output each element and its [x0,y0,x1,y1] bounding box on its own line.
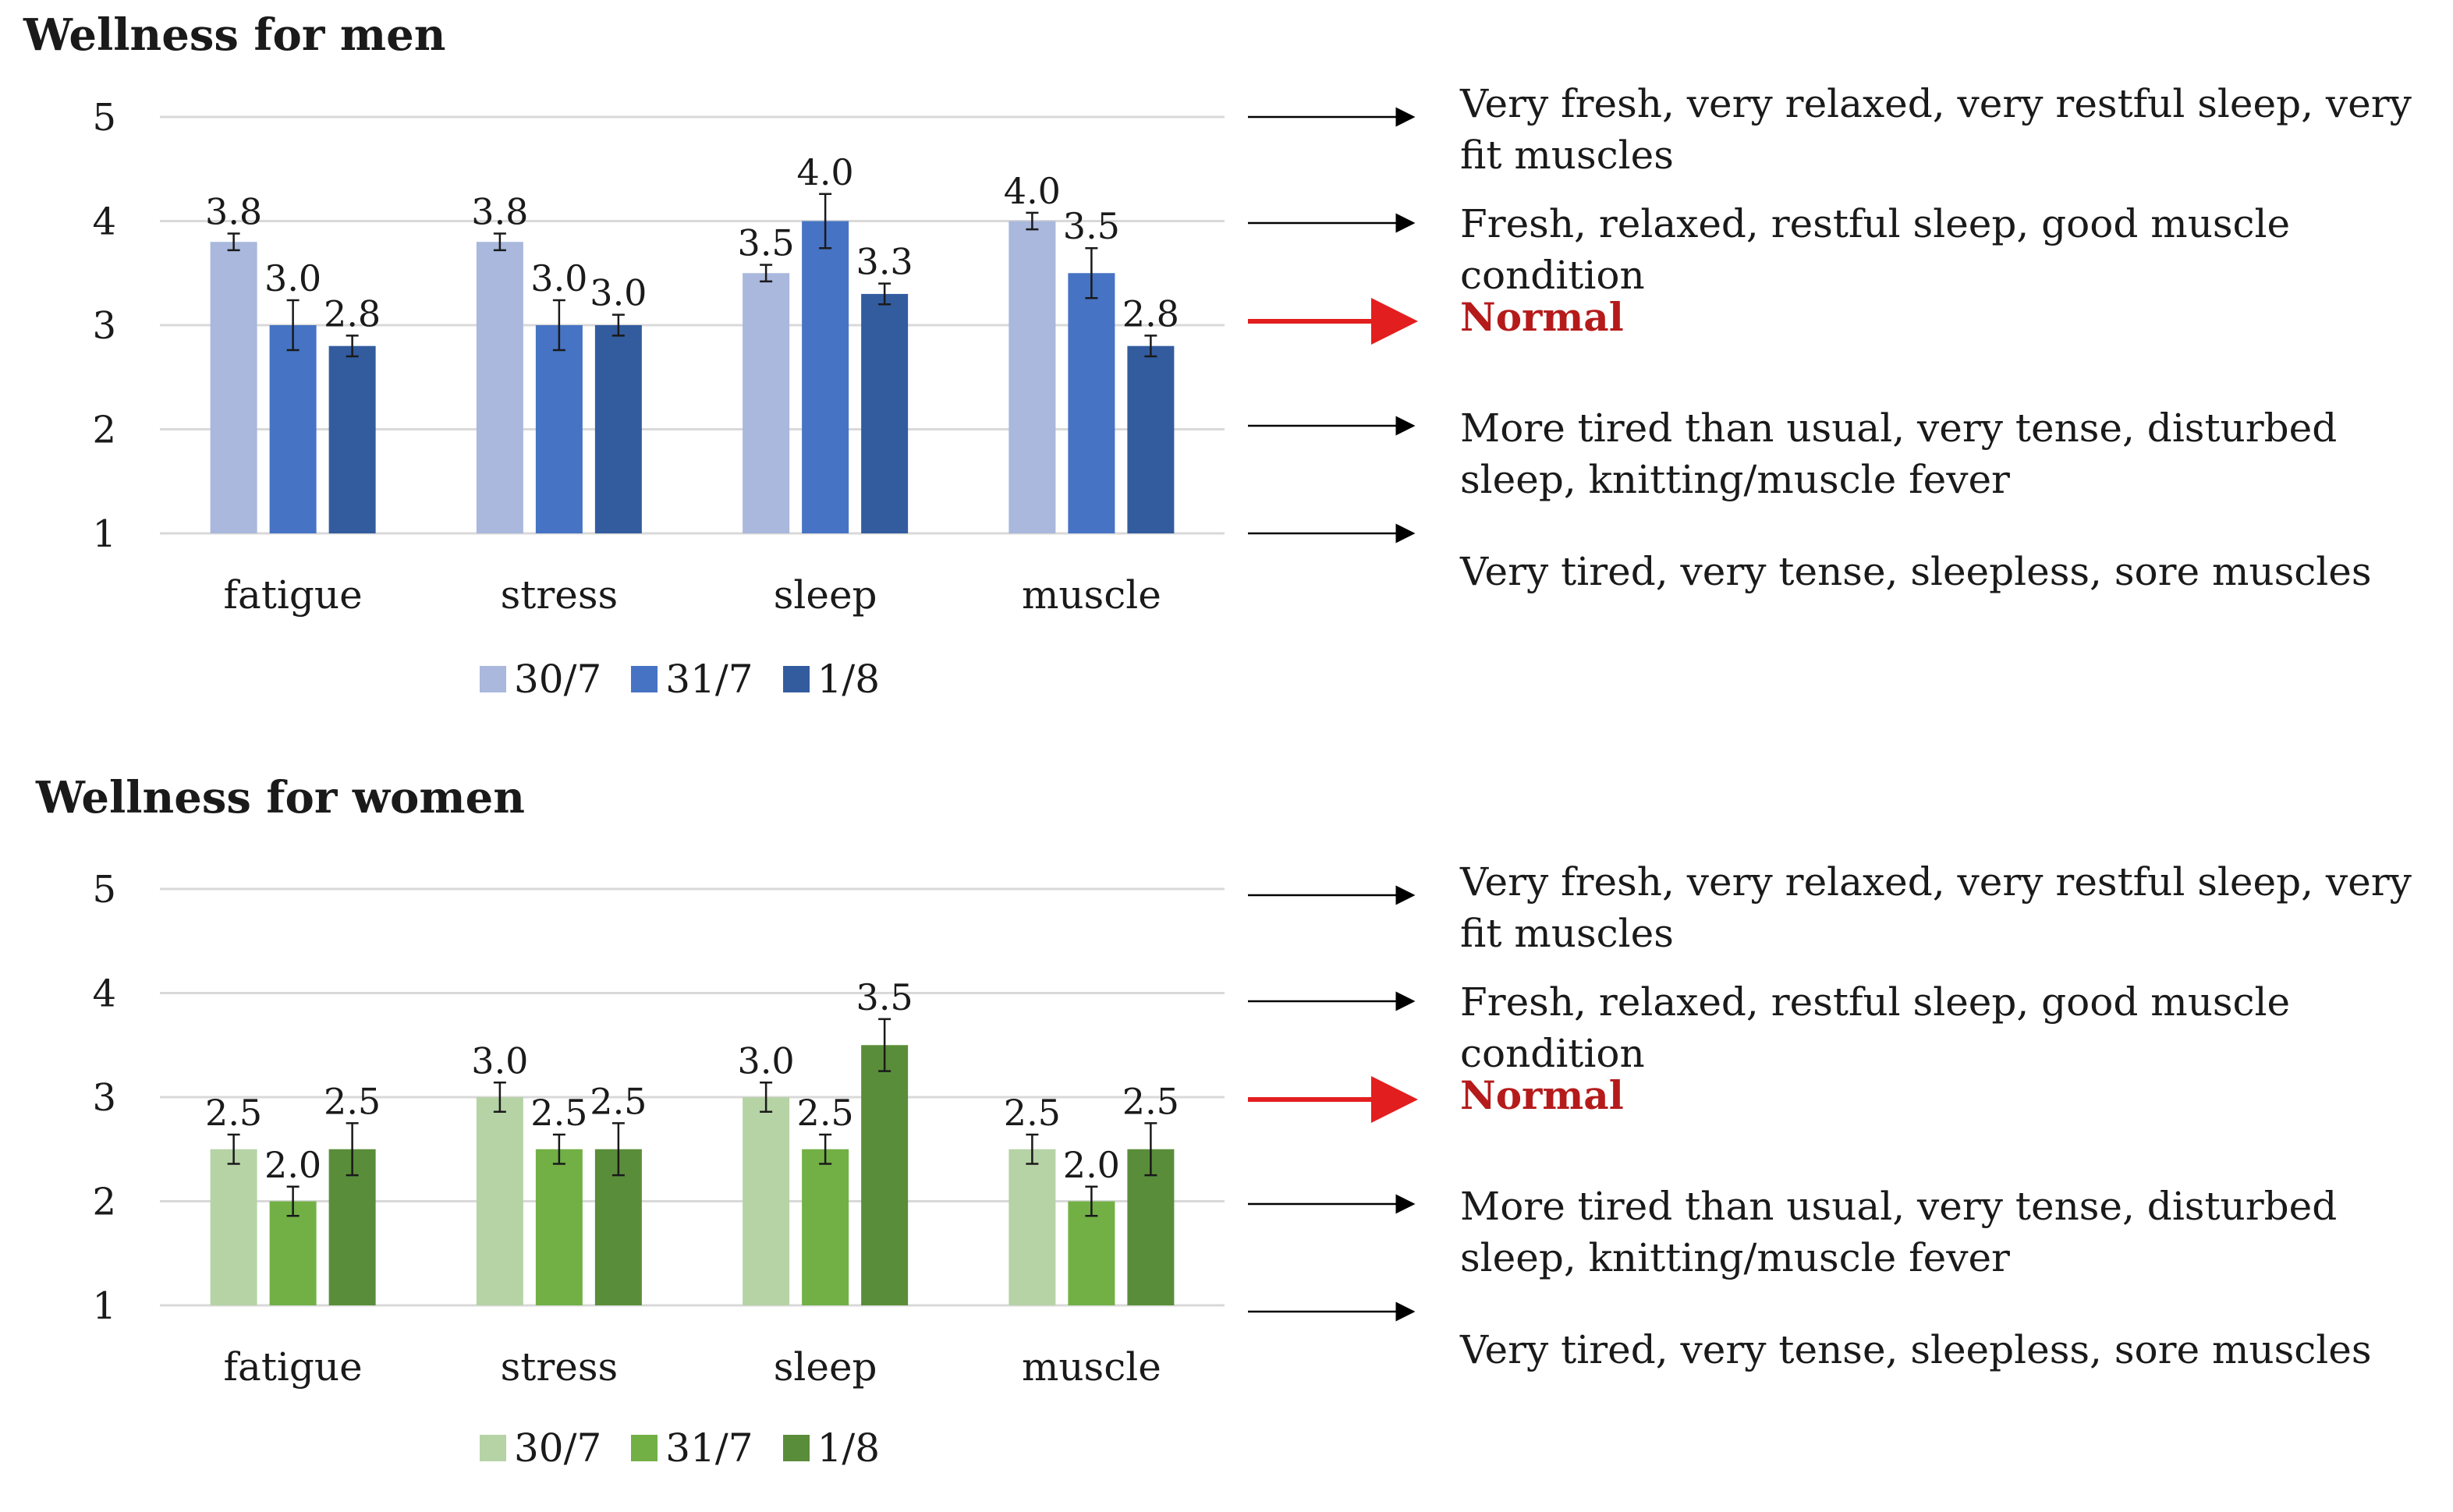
bar-stress-30-7 [476,242,523,533]
annotation-level-2: More tired than usual, very tense, distu… [1460,405,2338,502]
category-label: fatigue [224,572,363,618]
bar-muscle-31-7 [1068,1201,1115,1305]
y-tick-label: 5 [92,868,116,912]
annotation-level-1: Very tired, very tense, sleepless, sore … [1460,1327,2372,1372]
data-label: 4.0 [1004,170,1061,212]
bar-muscle-30-7 [1008,221,1056,533]
annotation-level-4: Fresh, relaxed, restful sleep, good musc… [1460,979,2291,1076]
annotation-level-3: Normal [1460,1072,1624,1118]
bar-fatigue-31-7 [269,325,317,533]
legend-swatch [631,1435,658,1461]
data-label: 2.5 [590,1080,647,1122]
data-label: 3.3 [856,241,913,283]
bar-muscle-31-7 [1068,273,1115,533]
data-label: 3.0 [471,1039,528,1082]
legend-label: 1/8 [817,657,881,702]
y-tick-label: 1 [92,1284,116,1328]
legend-item-31-7: 31/7 [631,1425,753,1471]
y-tick-label: 5 [92,96,116,140]
y-tick-label: 2 [92,1181,116,1224]
data-label: 2.5 [1004,1092,1061,1134]
y-tick-label: 2 [92,409,116,452]
legend: 30/7 31/7 1/8 [480,1425,909,1471]
category-label: sleep [774,572,877,618]
legend-item-1-8: 1/8 [782,657,881,702]
legend-item-31-7: 31/7 [631,657,753,702]
data-label: 2.8 [324,292,381,335]
data-label: 2.5 [1122,1080,1179,1122]
bar-stress-30-7 [476,1097,523,1305]
bar-stress-31-7 [535,325,583,533]
legend-label: 31/7 [665,657,753,702]
legend-label: 30/7 [514,657,602,702]
legend-swatch [782,1435,810,1461]
data-label: 3.0 [738,1039,795,1082]
bar-sleep-31-7 [802,221,849,533]
bar-fatigue-1-8 [328,345,376,533]
data-label: 2.5 [205,1092,262,1134]
bar-fatigue-30-7 [210,1149,257,1305]
bar-sleep-30-7 [743,273,790,533]
chart-panel-men: Wellness for men 1 2 3 4 5 3.8 3.0 2.8 fatigue 3.… [0,0,2453,740]
y-tick-label: 1 [92,512,116,556]
y-tick-label: 3 [92,304,116,348]
annotation-level-5: Very fresh, very relaxed, very restful s… [1460,859,2412,956]
legend-item-1-8: 1/8 [782,1425,881,1471]
data-label: 2.0 [1063,1144,1120,1186]
data-label: 2.0 [264,1144,321,1186]
legend-item-30-7: 30/7 [480,1425,601,1471]
data-label: 3.8 [471,191,528,233]
category-label: sleep [774,1344,877,1390]
bar-stress-31-7 [535,1149,583,1305]
chart-title: Wellness for men [23,9,446,61]
legend-label: 31/7 [665,1425,753,1471]
annotation-level-4: Fresh, relaxed, restful sleep, good musc… [1460,201,2291,298]
annotation-level-5: Very fresh, very relaxed, very restful s… [1460,81,2412,178]
category-label: muscle [1022,1344,1161,1390]
data-label: 2.5 [530,1092,587,1134]
legend-label: 30/7 [514,1425,602,1471]
legend-label: 1/8 [817,1425,881,1471]
bar-sleep-1-8 [861,1045,909,1305]
data-label: 3.5 [1063,205,1120,247]
data-label: 4.0 [797,151,854,193]
data-label: 3.0 [530,257,587,299]
bar-sleep-30-7 [743,1097,790,1305]
data-label: 3.0 [264,257,321,299]
bar-muscle-30-7 [1008,1149,1056,1305]
bar-sleep-1-8 [861,293,909,533]
legend-swatch [782,666,810,692]
annotation-level-2: More tired than usual, very tense, distu… [1460,1184,2338,1280]
legend-swatch [631,666,658,692]
category-label: fatigue [224,1344,363,1390]
y-tick-label: 4 [92,200,116,244]
data-label: 3.0 [590,272,647,314]
bar-muscle-1-8 [1127,345,1175,533]
data-label: 2.5 [324,1080,381,1122]
bar-fatigue-31-7 [269,1201,317,1305]
legend-swatch [480,666,506,692]
chart-panel-women: Wellness for women 1 2 3 4 5 2.5 2.0 2.5 fatigue… [0,772,2453,1512]
data-label: 3.5 [856,976,913,1018]
data-label: 2.8 [1122,292,1179,335]
category-label: muscle [1022,572,1161,618]
data-label: 2.5 [797,1092,854,1134]
data-label: 3.5 [738,222,795,264]
data-label: 3.8 [205,191,262,233]
legend-swatch [480,1435,506,1461]
annotation-level-1: Very tired, very tense, sleepless, sore … [1460,549,2372,594]
chart-title: Wellness for women [36,772,525,823]
bar-fatigue-30-7 [210,242,257,533]
category-label: stress [501,572,619,618]
category-label: stress [501,1344,619,1390]
y-tick-label: 4 [92,972,116,1016]
bar-sleep-31-7 [802,1149,849,1305]
bar-stress-1-8 [594,325,642,533]
annotation-level-3: Normal [1460,294,1624,340]
y-tick-label: 3 [92,1076,116,1120]
legend: 30/7 31/7 1/8 [480,657,909,702]
legend-item-30-7: 30/7 [480,657,601,702]
